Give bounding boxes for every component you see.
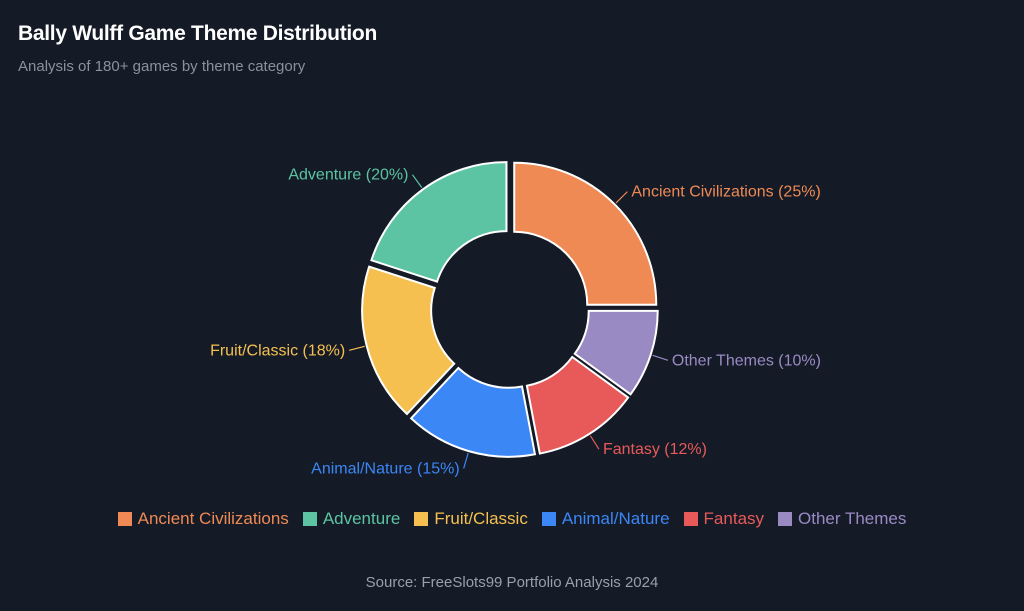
legend-item-other-themes[interactable]: Other Themes [778, 509, 906, 529]
legend-swatch [302, 512, 317, 526]
slice-adventure[interactable] [370, 161, 508, 283]
slice-fruit-classic[interactable] [361, 265, 456, 416]
legend-label: Fantasy [703, 509, 765, 528]
slice-other-themes[interactable] [573, 309, 659, 396]
chart-subtitle: Analysis of 180+ games by theme category [18, 58, 306, 75]
slice-label-adventure: Adventure (20%) [288, 167, 408, 184]
legend-label: Fruit/Classic [434, 509, 528, 528]
slice-label-fantasy: Fantasy (12%) [603, 441, 707, 458]
slice-animal-nature[interactable] [409, 366, 537, 458]
legend-swatch [414, 512, 429, 526]
legend-item-fruit-classic[interactable]: Fruit/Classic [414, 509, 528, 529]
slice-ancient-civilizations[interactable] [513, 161, 658, 306]
legend-swatch [541, 512, 556, 526]
leader-line-fantasy [589, 435, 600, 450]
leader-line-fruit-classic [349, 345, 365, 351]
chart-title: Bally Wulff Game Theme Distribution [18, 22, 377, 45]
legend-label: Animal/Nature [561, 509, 670, 528]
legend-label: Other Themes [798, 509, 907, 528]
leader-line-animal-nature [463, 452, 469, 469]
legend-item-adventure[interactable]: Adventure [302, 509, 401, 529]
legend-label: Ancient Civilizations [137, 509, 289, 528]
legend-item-ancient-civilizations[interactable]: Ancient Civilizations [117, 509, 289, 529]
slice-label-animal-nature: Animal/Nature (15%) [311, 460, 460, 477]
slice-label-other-themes: Other Themes (10%) [672, 352, 821, 369]
leader-line-other-themes [652, 354, 669, 361]
slice-label-fruit-classic: Fruit/Classic (18%) [210, 342, 345, 359]
legend-label: Adventure [322, 509, 401, 528]
legend-swatch [778, 512, 793, 526]
slice-label-ancient-civilizations: Ancient Civilizations (25%) [631, 184, 820, 201]
leader-line-ancient-civilizations [615, 191, 628, 204]
legend-item-animal-nature[interactable]: Animal/Nature [541, 509, 670, 529]
chart-legend: Ancient Civilizations Adventure Fruit/Clas… [0, 509, 1024, 529]
legend-swatch [683, 512, 698, 526]
legend-swatch [117, 512, 132, 526]
legend-item-fantasy[interactable]: Fantasy [683, 509, 765, 529]
source-note: Source: FreeSlots99 Portfolio Analysis 2… [365, 574, 659, 591]
slice-fantasy[interactable] [525, 355, 630, 455]
leader-line-adventure [411, 174, 423, 189]
